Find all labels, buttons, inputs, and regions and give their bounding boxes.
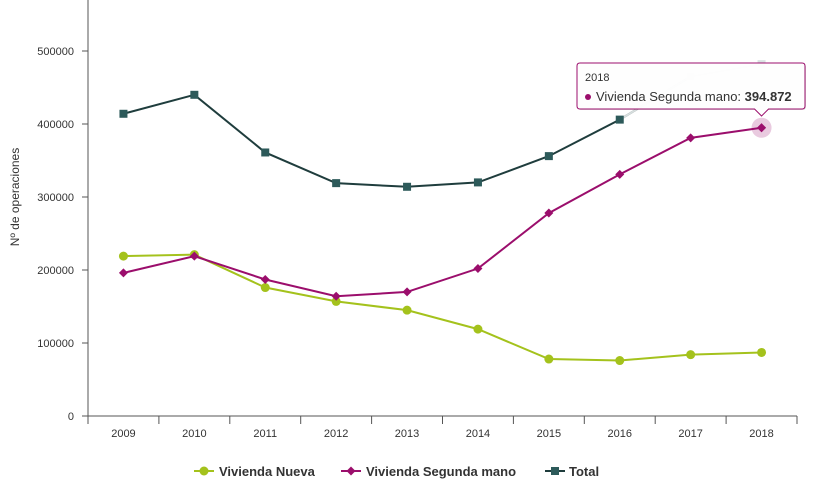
tooltip-series-dot bbox=[585, 94, 591, 100]
data-point-vivienda-nueva[interactable] bbox=[473, 324, 483, 334]
legend-label: Vivienda Nueva bbox=[219, 464, 316, 479]
data-point-vivienda-segunda-mano[interactable] bbox=[331, 291, 341, 301]
y-tick-label: 300000 bbox=[37, 192, 74, 204]
data-point-total[interactable] bbox=[190, 90, 199, 99]
tooltip: 2018 Vivienda Segunda mano: 394.872 bbox=[576, 62, 806, 117]
y-tick-label: 0 bbox=[68, 411, 74, 423]
legend-marker[interactable] bbox=[346, 466, 356, 476]
y-tick-label: 100000 bbox=[37, 338, 74, 350]
tooltip-value: 394.872 bbox=[745, 89, 792, 104]
x-tick-label: 2009 bbox=[111, 428, 135, 440]
tooltip-category: 2018 bbox=[585, 72, 609, 84]
data-point-vivienda-nueva[interactable] bbox=[615, 356, 625, 366]
legend-marker[interactable] bbox=[199, 466, 209, 476]
hovered-point[interactable] bbox=[757, 123, 767, 133]
data-point-total[interactable] bbox=[473, 178, 482, 187]
data-point-vivienda-nueva[interactable] bbox=[757, 347, 767, 357]
legend-item-total[interactable]: Total bbox=[545, 464, 599, 479]
data-point-total[interactable] bbox=[403, 182, 412, 191]
x-tick-label: 2010 bbox=[182, 428, 206, 440]
data-point-vivienda-nueva[interactable] bbox=[686, 350, 696, 360]
legend-label: Total bbox=[569, 464, 599, 479]
x-tick-label: 2012 bbox=[324, 428, 348, 440]
x-tick-label: 2015 bbox=[537, 428, 561, 440]
data-point-vivienda-nueva[interactable] bbox=[331, 296, 341, 306]
data-point-total[interactable] bbox=[332, 179, 341, 188]
series-vivienda-segunda-mano bbox=[118, 123, 767, 301]
x-tick-label: 2014 bbox=[466, 428, 490, 440]
data-point-vivienda-segunda-mano[interactable] bbox=[686, 133, 696, 143]
y-tick-label: 200000 bbox=[37, 265, 74, 277]
x-tick-label: 2016 bbox=[608, 428, 632, 440]
series-line bbox=[123, 126, 762, 298]
legend-label: Vivienda Segunda mano bbox=[366, 464, 516, 479]
tooltip-series-label: Vivienda Segunda mano: bbox=[596, 89, 745, 104]
data-point-vivienda-segunda-mano[interactable] bbox=[615, 169, 625, 179]
data-point-vivienda-nueva[interactable] bbox=[544, 354, 554, 364]
data-point-total[interactable] bbox=[615, 115, 624, 124]
x-tick-label: 2018 bbox=[749, 428, 773, 440]
data-point-vivienda-nueva[interactable] bbox=[260, 283, 270, 293]
legend-marker[interactable] bbox=[551, 467, 559, 475]
x-tick-label: 2011 bbox=[253, 428, 277, 440]
tooltip-series-text: Vivienda Segunda mano: 394.872 bbox=[596, 89, 792, 104]
y-tick-label: 500000 bbox=[37, 46, 74, 58]
x-tick-label: 2013 bbox=[395, 428, 419, 440]
data-point-total[interactable] bbox=[261, 148, 270, 157]
y-axis-title: Nº de operaciones bbox=[8, 148, 22, 246]
legend-item-vivienda-segunda-mano[interactable]: Vivienda Segunda mano bbox=[341, 464, 516, 479]
data-point-total[interactable] bbox=[119, 109, 128, 118]
data-point-vivienda-segunda-mano[interactable] bbox=[260, 274, 270, 284]
data-point-vivienda-segunda-mano[interactable] bbox=[118, 268, 128, 278]
data-point-vivienda-nueva[interactable] bbox=[402, 305, 412, 315]
data-point-vivienda-segunda-mano[interactable] bbox=[402, 287, 412, 297]
data-point-vivienda-nueva[interactable] bbox=[118, 251, 128, 261]
y-tick-label: 400000 bbox=[37, 119, 74, 131]
tooltip-box bbox=[576, 62, 806, 117]
x-tick-label: 2017 bbox=[678, 428, 702, 440]
data-point-vivienda-segunda-mano[interactable] bbox=[544, 208, 554, 218]
legend-item-vivienda-nueva[interactable]: Vivienda Nueva bbox=[194, 464, 316, 479]
data-point-vivienda-segunda-mano[interactable] bbox=[189, 251, 199, 261]
data-point-total[interactable] bbox=[544, 152, 553, 161]
data-point-vivienda-segunda-mano[interactable] bbox=[473, 264, 483, 274]
series-line bbox=[123, 253, 762, 362]
series-vivienda-nueva bbox=[118, 250, 767, 366]
